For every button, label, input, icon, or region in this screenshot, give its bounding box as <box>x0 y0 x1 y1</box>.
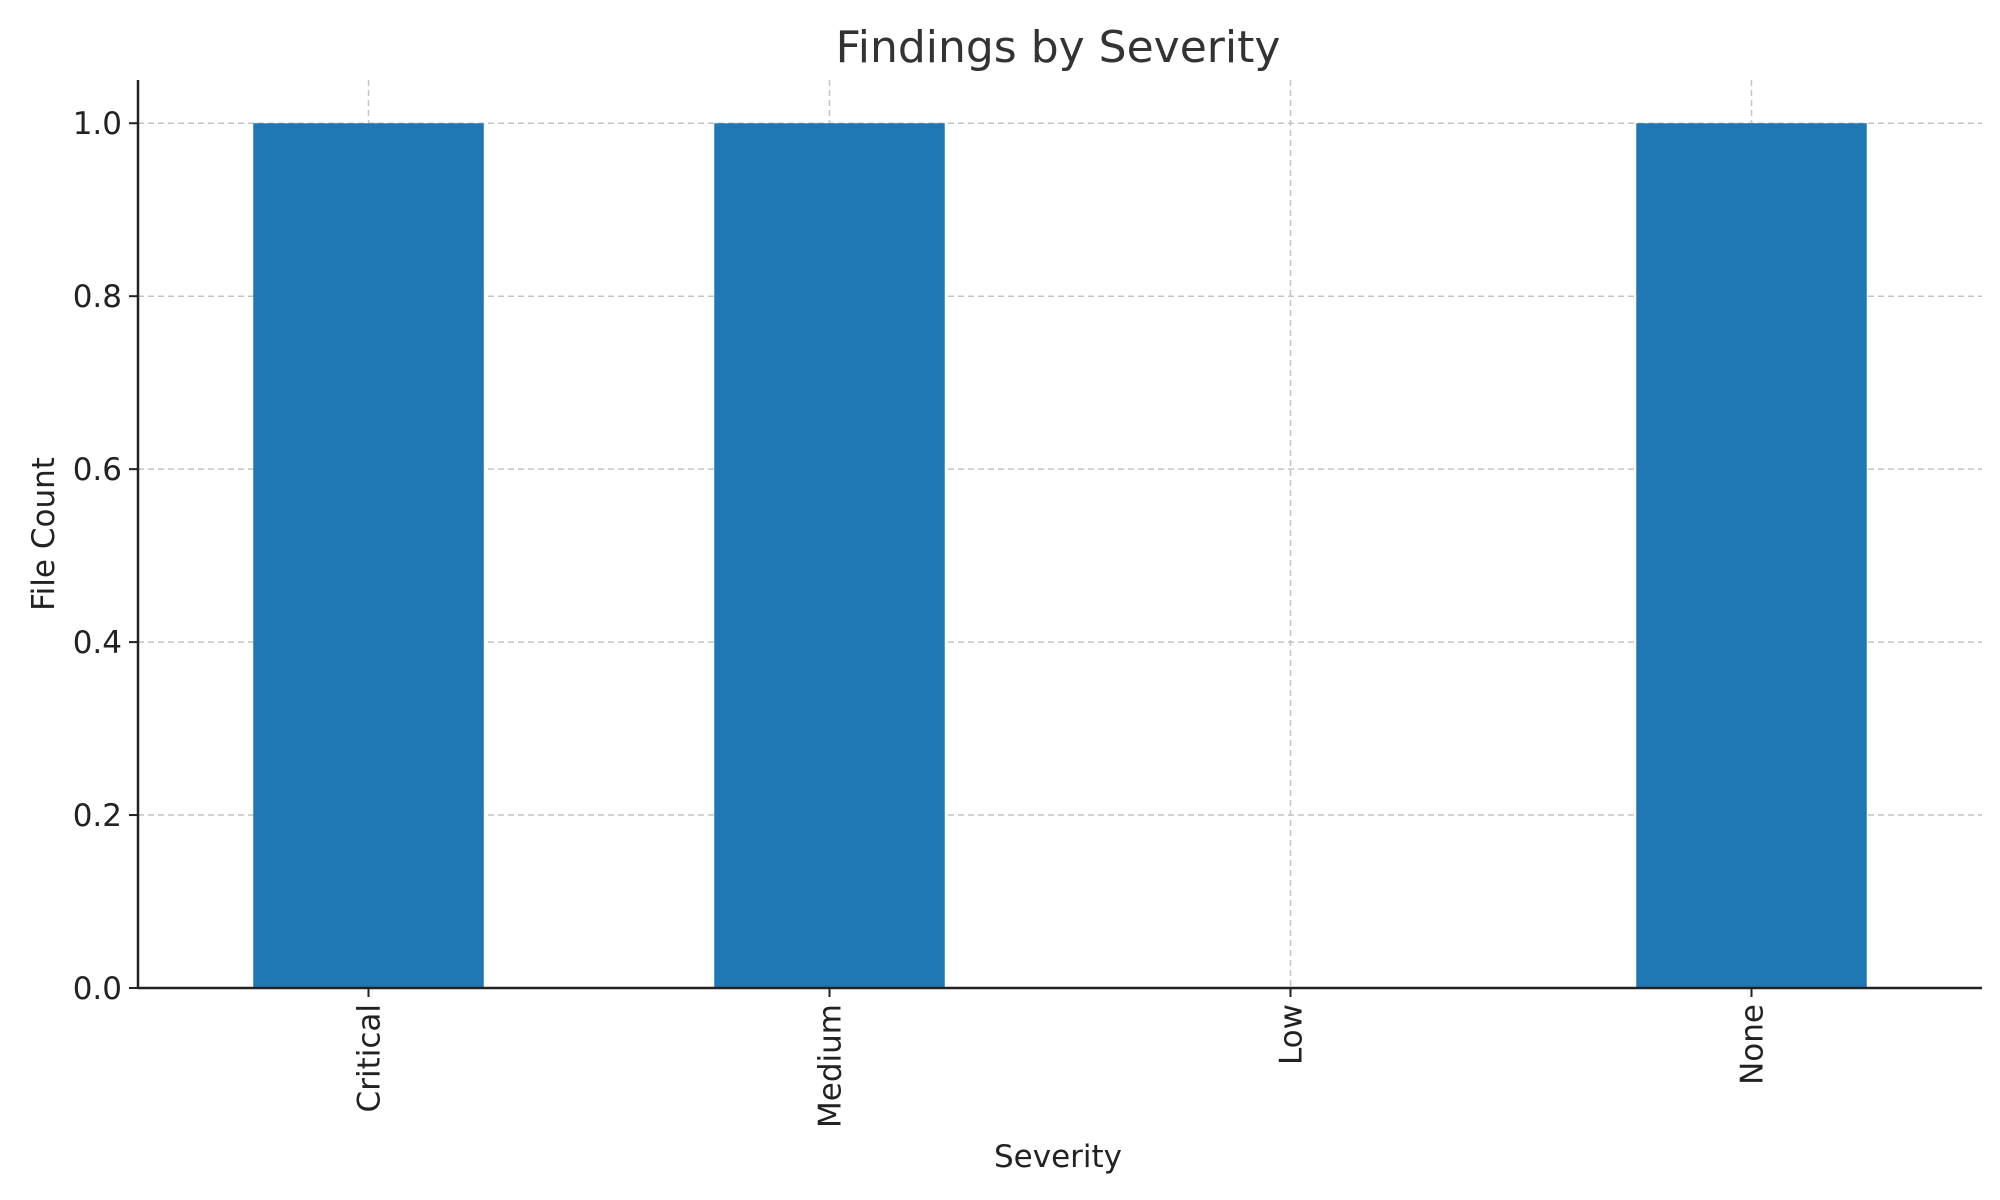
axes-layer <box>136 80 1982 990</box>
y-tick-label: 0.8 <box>73 279 122 315</box>
bars-layer <box>253 123 1867 988</box>
y-tick-label: 0.6 <box>73 452 122 488</box>
x-tick-label: Low <box>1274 1004 1310 1065</box>
bar-critical <box>253 123 484 988</box>
y-tick-label: 0.0 <box>73 971 122 1007</box>
y-tick-label: 0.4 <box>73 625 122 661</box>
x-tick-label: None <box>1735 1004 1771 1085</box>
x-axis-label: Severity <box>994 1139 1122 1175</box>
x-tick-label: Critical <box>352 1004 388 1112</box>
ticks-layer: 0.0 0.2 0.4 0.6 0.8 1.0 Critical Medium Low None <box>73 106 1771 1128</box>
bar-medium <box>714 123 945 988</box>
y-tick-label: 1.0 <box>73 106 122 142</box>
x-tick-label: Medium <box>813 1004 849 1128</box>
y-axis-label: File Count <box>26 457 62 611</box>
y-tick-label: 0.2 <box>73 798 122 834</box>
bar-none <box>1636 123 1867 988</box>
chart-title: Findings by Severity <box>836 22 1281 73</box>
